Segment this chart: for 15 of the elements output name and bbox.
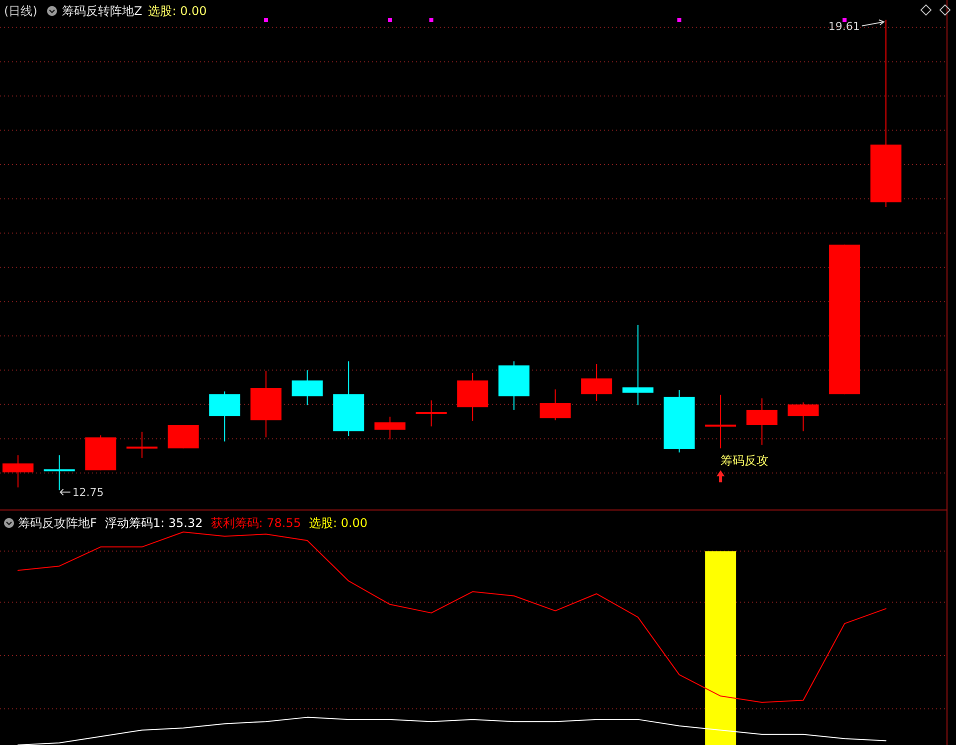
chart-title: (日线): [4, 4, 38, 18]
chart-title: 筹码反攻阵地F: [18, 516, 97, 530]
candlestick: [622, 324, 654, 406]
candlestick: [44, 454, 75, 491]
annotation: 19.61: [828, 20, 860, 33]
text: 选股: 0.00: [308, 516, 368, 530]
series-label: 获利筹码: 78.55: [210, 516, 301, 530]
candlestick: [416, 400, 447, 427]
annotation: 12.75: [72, 486, 104, 500]
annotation: 筹码反攻: [720, 453, 769, 468]
chart-subtitle: 筹码反转阵地Z: [62, 4, 142, 18]
candlestick: [126, 431, 158, 458]
text: 浮动筹码1: 35.32: [104, 516, 203, 530]
annotation: 选股: 0.00: [148, 4, 207, 18]
candlestick: [705, 394, 736, 449]
